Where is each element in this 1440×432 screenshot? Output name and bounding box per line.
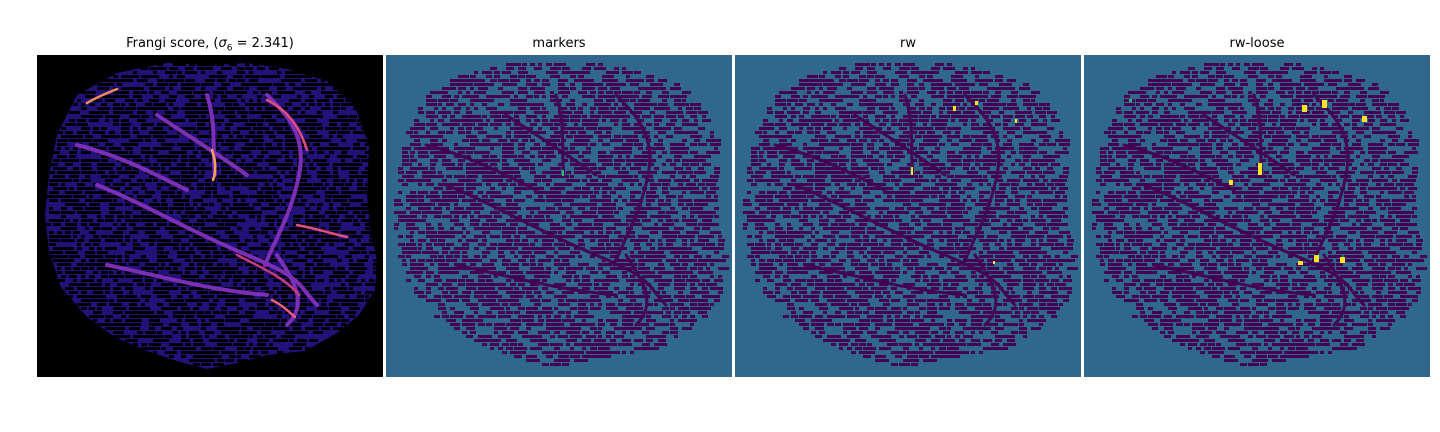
cell-texture [1092, 63, 1427, 366]
cell-texture [743, 63, 1078, 366]
cell-texture [394, 63, 729, 366]
panel-title-rw-loose: rw-loose [1229, 36, 1285, 51]
sigma-symbol: σ [218, 36, 227, 51]
segmented-spots [562, 170, 564, 176]
panel-title-frangi: Frangi score, (σ6 = 2.341) [126, 36, 294, 54]
frangi-score-image [37, 55, 383, 377]
rw-loose-image [1084, 55, 1430, 377]
vessel-structures [75, 93, 319, 327]
panel-title-rw: rw [900, 36, 916, 51]
rw-image [735, 55, 1081, 377]
segmented-spots [1129, 99, 1367, 265]
vessel-structures [773, 93, 1017, 327]
markers-image [386, 55, 732, 377]
ridge-highlights [85, 87, 349, 319]
panel-title-markers: markers [532, 36, 586, 51]
segmented-spots [911, 101, 1017, 264]
vessel-structures [1122, 93, 1366, 327]
vessel-structures [424, 93, 668, 327]
sigma-subscript: 6 [226, 43, 233, 54]
